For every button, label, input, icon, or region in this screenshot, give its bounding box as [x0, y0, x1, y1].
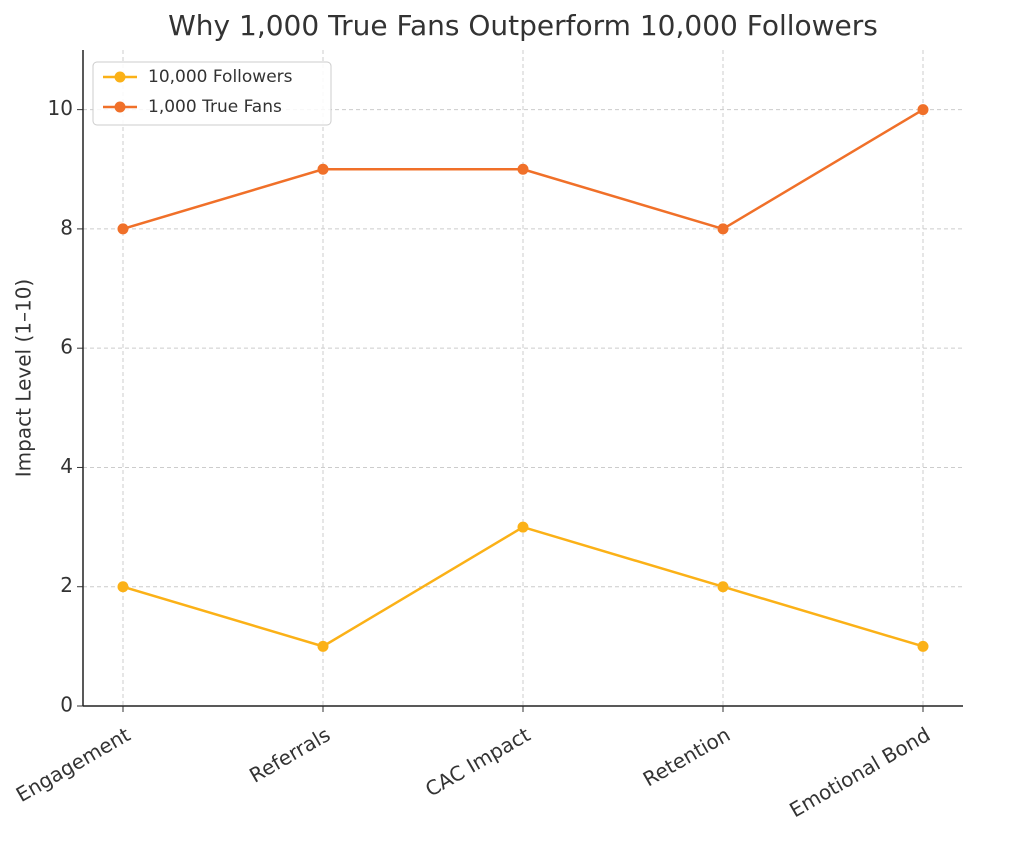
legend-marker	[114, 101, 126, 113]
point	[917, 640, 929, 652]
y-tick-label: 8	[60, 215, 73, 239]
y-tick-label: 0	[60, 693, 73, 717]
x-tick-label: Referrals	[245, 722, 334, 787]
y-tick-label: 4	[60, 454, 73, 478]
point	[317, 640, 329, 652]
point	[117, 223, 129, 235]
y-tick-label: 2	[60, 573, 73, 597]
x-tick-label: Engagement	[12, 722, 135, 807]
x-tick-label: Retention	[639, 722, 735, 791]
legend-marker	[114, 71, 126, 83]
y-axis-label: Impact Level (1–10)	[12, 279, 36, 477]
point	[717, 223, 729, 235]
y-tick-label: 10	[48, 96, 73, 120]
x-tick-label: Emotional Bond	[785, 722, 934, 822]
y-tick-label: 6	[60, 335, 73, 359]
point	[517, 521, 529, 533]
legend-label: 10,000 Followers	[148, 67, 293, 87]
point	[117, 581, 129, 593]
point	[317, 163, 329, 175]
chart-title: Why 1,000 True Fans Outperform 10,000 Fo…	[168, 9, 878, 42]
point	[917, 104, 929, 116]
point	[717, 581, 729, 593]
series-line	[122, 525, 924, 648]
legend-box	[92, 61, 332, 126]
point	[517, 163, 529, 175]
x-tick-label: CAC Impact	[421, 722, 534, 801]
legend-label: 1,000 True Fans	[148, 97, 282, 117]
